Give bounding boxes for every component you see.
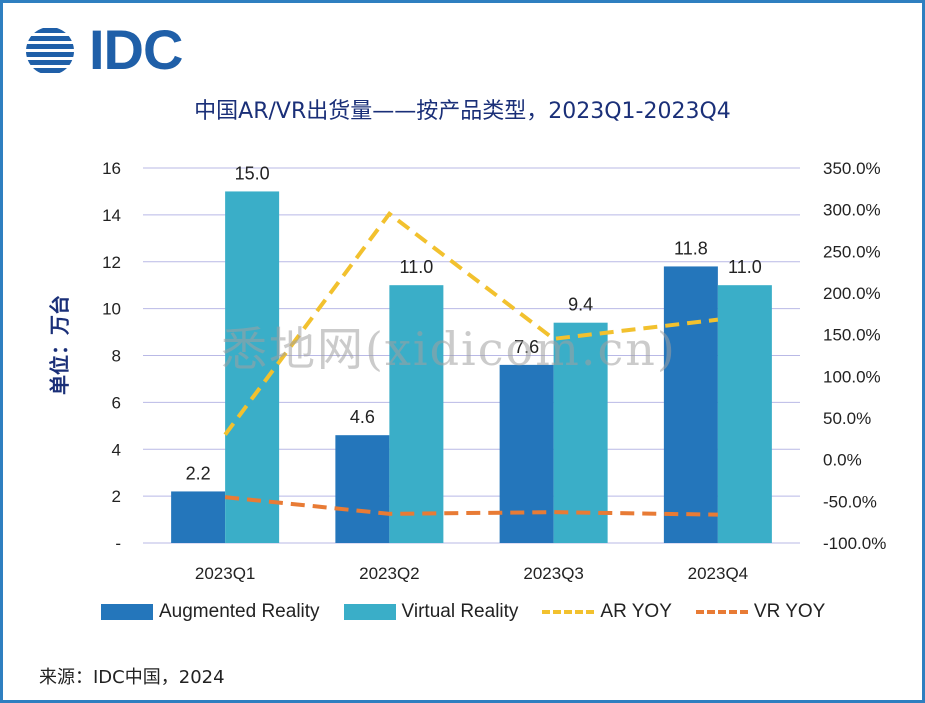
legend-item-vr-yoy[interactable]: VR YOY	[695, 601, 826, 623]
x-tick-label: 2023Q2	[359, 564, 420, 583]
y2-tick-label: 250.0%	[823, 242, 881, 261]
bar-augmented-reality	[499, 364, 554, 543]
y2-tick-label: 100.0%	[823, 367, 881, 386]
data-label-vr: 9.4	[568, 295, 593, 315]
y2-tick-label: 150.0%	[823, 326, 881, 345]
y-tick-label: 8	[112, 347, 121, 366]
data-label-ar: 4.6	[350, 407, 375, 427]
watermark: 悉地网(xidicom.cn)	[221, 322, 677, 376]
y2-tick-label: 0.0%	[823, 451, 862, 470]
idc-globe-icon	[26, 28, 74, 73]
data-label-ar: 11.8	[674, 238, 708, 258]
y-tick-label: 4	[112, 440, 121, 459]
bar-virtual-reality	[389, 285, 444, 543]
y2-tick-label: 350.0%	[823, 159, 881, 178]
x-tick-label: 2023Q3	[523, 564, 584, 583]
data-label-ar: 2.2	[186, 463, 211, 483]
data-label-vr: 11.0	[728, 257, 762, 277]
legend-item-ar-yoy[interactable]: AR YOY	[542, 601, 672, 623]
bar-augmented-reality	[171, 491, 226, 543]
legend-swatch-ar-yoy	[542, 610, 595, 614]
legend-label-ar: Augmented Reality	[159, 601, 320, 622]
legend-swatch-vr-yoy	[695, 610, 748, 614]
legend-label-ar-yoy: AR YOY	[600, 601, 672, 622]
brand-name: IDC	[89, 18, 183, 81]
y2-tick-label: 50.0%	[823, 409, 871, 428]
y-tick-label: 2	[112, 487, 121, 506]
y-tick-label: -	[115, 534, 121, 553]
y2-tick-label: -50.0%	[823, 492, 877, 511]
data-label-vr: 11.0	[400, 257, 434, 277]
y-tick-label: 14	[102, 206, 121, 225]
chart-plot: - 2 4 6 8 10 12 14 16 -100.0% -50.0% 0.0% 50.0% 100.0…	[102, 159, 886, 583]
bar-virtual-reality	[717, 285, 772, 543]
idc-logo: IDC	[23, 18, 183, 81]
source-note: 来源：IDC中国，2024	[39, 667, 225, 688]
legend: Augmented Reality Virtual Reality AR YOY…	[101, 601, 849, 623]
y2-tick-label: 200.0%	[823, 284, 881, 303]
bar-augmented-reality	[335, 435, 390, 543]
bar-virtual-reality	[225, 191, 280, 543]
x-tick-label: 2023Q4	[688, 564, 749, 583]
data-label-vr: 15.0	[235, 163, 270, 183]
y-tick-label: 12	[102, 253, 121, 272]
x-tick-label: 2023Q1	[195, 564, 256, 583]
legend-swatch-ar	[101, 604, 153, 620]
legend-item-ar[interactable]: Augmented Reality	[101, 601, 320, 623]
bar-virtual-reality	[553, 322, 608, 543]
y-tick-label: 6	[112, 393, 121, 412]
legend-label-vr: Virtual Reality	[401, 601, 519, 622]
chart-title: 中国AR/VR出货量——按产品类型，2023Q1-2023Q4	[194, 99, 731, 124]
line-vr-yoy	[224, 495, 718, 517]
y-tick-label: 16	[102, 159, 121, 178]
y-tick-label: 10	[102, 300, 121, 319]
y2-tick-label: -100.0%	[823, 534, 886, 553]
line-ar-yoy	[223, 211, 719, 436]
data-label-ar: 7.6	[514, 337, 539, 357]
legend-label-vr-yoy: VR YOY	[753, 601, 826, 622]
legend-swatch-vr	[343, 604, 396, 620]
legend-item-vr[interactable]: Virtual Reality	[343, 601, 519, 623]
bar-augmented-reality	[663, 266, 718, 543]
y2-tick-label: 300.0%	[823, 201, 881, 220]
